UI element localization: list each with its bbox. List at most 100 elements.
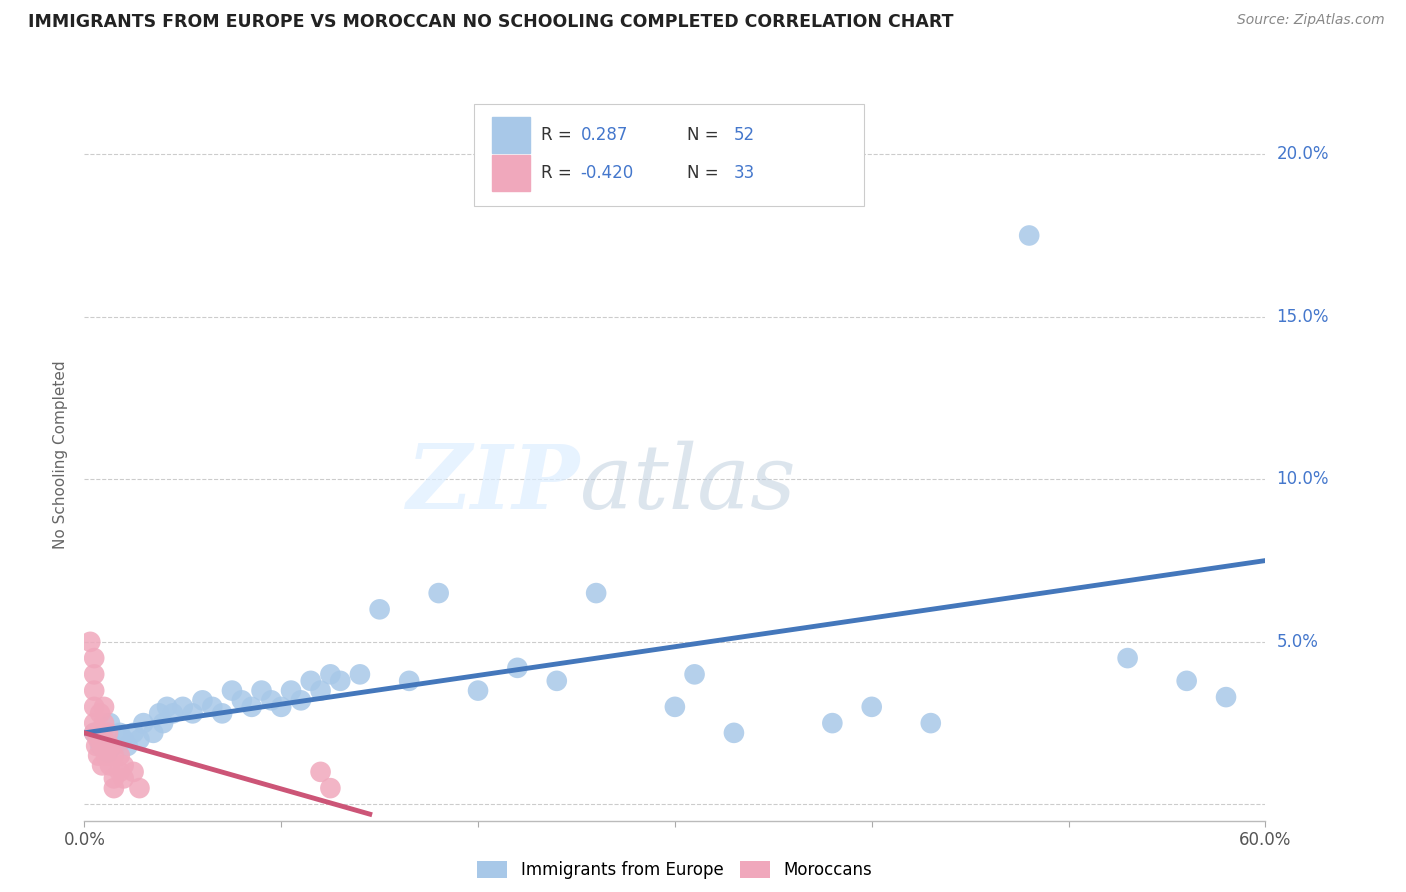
Text: -0.420: -0.420 [581,164,634,182]
Point [91,758,114,772]
Point [427,586,450,600]
Point [309,683,332,698]
Point [128,781,150,796]
FancyBboxPatch shape [492,118,530,153]
Point [240,699,263,714]
Point [98,739,121,753]
Text: atlas: atlas [581,441,796,527]
Point [191,693,214,707]
Point [89,726,111,740]
Point [87,748,110,763]
Text: IMMIGRANTS FROM EUROPE VS MOROCCAN NO SCHOOLING COMPLETED CORRELATION CHART: IMMIGRANTS FROM EUROPE VS MOROCCAN NO SC… [28,13,953,31]
Point [260,693,283,707]
Point [93,699,115,714]
Point [98,758,121,772]
Point [108,764,131,779]
Text: 15.0%: 15.0% [1277,308,1329,326]
Point [97,739,120,753]
Text: 20.0%: 20.0% [1277,145,1329,163]
Point [309,764,332,779]
Text: 0.287: 0.287 [581,127,627,145]
Point [83,651,105,665]
Point [84,739,107,753]
Point [329,673,352,688]
Point [83,667,105,681]
Point [1116,651,1139,665]
Point [280,683,302,698]
Point [683,667,706,681]
Point [319,781,342,796]
Point [83,699,105,714]
Point [122,726,145,740]
Point [231,693,253,707]
Point [349,667,371,681]
Point [506,661,529,675]
Point [319,667,342,681]
Text: 5.0%: 5.0% [1277,632,1319,651]
Point [103,739,125,753]
Point [112,772,135,786]
FancyBboxPatch shape [492,155,530,191]
Point [103,748,125,763]
Point [201,699,224,714]
Point [93,732,115,747]
Point [112,732,135,747]
Point [172,699,194,714]
Point [368,602,391,616]
Point [142,726,165,740]
Text: 52: 52 [734,127,755,145]
Point [83,683,105,698]
Point [1018,228,1040,243]
Point [821,716,844,731]
Text: R =: R = [541,164,578,182]
Legend: Immigrants from Europe, Moroccans: Immigrants from Europe, Moroccans [471,854,879,886]
Point [93,716,115,731]
Point [112,758,135,772]
Point [211,706,233,721]
Point [83,726,105,740]
Point [132,716,155,731]
Point [103,781,125,796]
Point [98,716,121,731]
Point [97,726,120,740]
Point [89,706,111,721]
Point [108,748,131,763]
Text: ZIP: ZIP [406,441,581,527]
Point [79,635,101,649]
Point [122,764,145,779]
Point [723,726,745,740]
Point [83,716,105,731]
Point [1175,673,1198,688]
Point [94,748,117,763]
Y-axis label: No Schooling Completed: No Schooling Completed [53,360,69,549]
Text: R =: R = [541,127,578,145]
Point [83,726,105,740]
Point [148,706,170,721]
Text: 33: 33 [734,164,755,182]
Point [91,739,114,753]
Point [156,699,179,714]
Text: Source: ZipAtlas.com: Source: ZipAtlas.com [1237,13,1385,28]
Point [250,683,273,698]
Point [89,739,111,753]
Point [920,716,942,731]
Point [128,732,150,747]
Point [398,673,420,688]
Point [152,716,174,731]
Point [664,699,686,714]
Point [1215,690,1237,705]
Point [97,745,120,759]
Point [585,586,607,600]
Point [162,706,184,721]
Point [117,739,139,753]
Point [290,693,312,707]
Point [546,673,568,688]
Point [270,699,292,714]
Point [181,706,204,721]
Text: N =: N = [686,164,724,182]
Point [221,683,243,698]
Point [87,732,110,747]
Point [93,732,115,747]
Point [299,673,322,688]
Point [108,726,131,740]
